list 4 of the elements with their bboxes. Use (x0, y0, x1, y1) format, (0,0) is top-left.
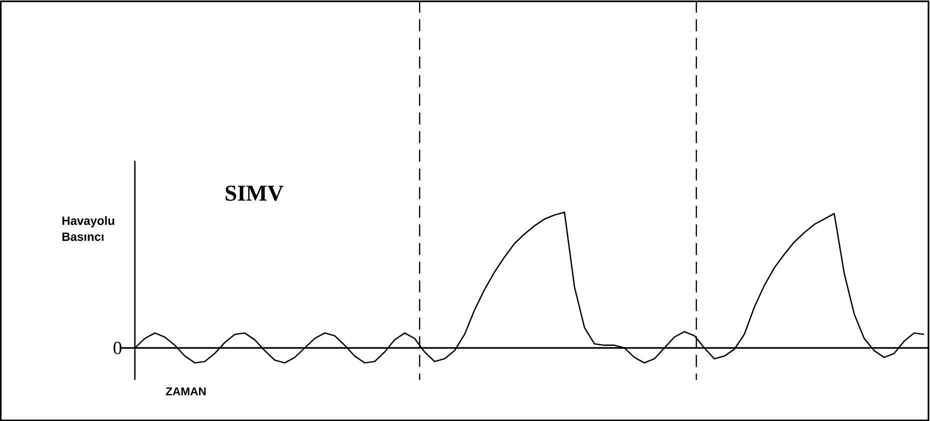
chart-title: SIMV (226, 185, 284, 201)
x-axis-title: ZAMAN (166, 387, 206, 396)
annotation: 0 (114, 342, 122, 354)
y-axis-title: Havayolu Basıncı (62, 216, 114, 241)
